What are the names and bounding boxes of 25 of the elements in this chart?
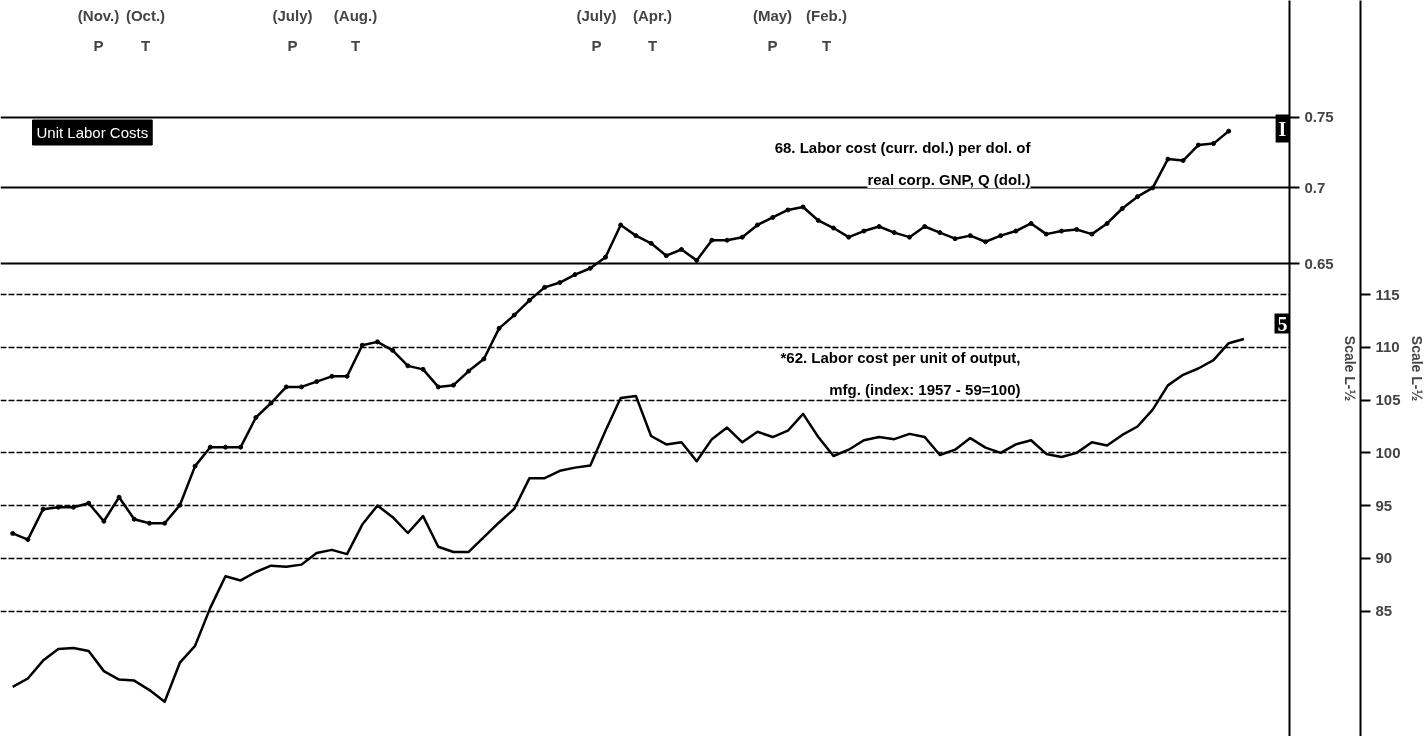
annotation: (Oct.) T <box>125 7 166 54</box>
y2-tick-label: 95 <box>1375 496 1393 514</box>
y2-tick-label: 115 <box>1375 285 1400 303</box>
y2-axis-title: Scale L-½ <box>1408 335 1425 402</box>
y-axis-title: Scale L-½ <box>1341 335 1358 402</box>
text: I <box>1278 117 1287 140</box>
annotation: (Nov.) P <box>77 7 120 54</box>
y2-tick-label: 85 <box>1375 602 1393 620</box>
text: Unit Labor Costs <box>36 124 149 141</box>
y2-tick-label: 105 <box>1375 391 1401 409</box>
text: 5 <box>1277 312 1288 335</box>
annotation: (Feb.) T <box>806 7 847 54</box>
y-tick-label: 0.65 <box>1304 254 1334 272</box>
y2-tick-label: 110 <box>1375 338 1400 356</box>
annotation: (July) P <box>576 7 617 54</box>
y-tick-label: 0.75 <box>1304 108 1334 126</box>
y2-tick-label: 90 <box>1375 549 1393 567</box>
annotation: (July) P <box>272 7 313 54</box>
annotation: (Apr.) T <box>632 7 673 54</box>
annotation: (Aug.) T <box>333 7 378 54</box>
series-label: *62. Labor cost per unit of output, mfg. (index: 1957 - 59=100) <box>780 349 1021 398</box>
annotation: (May) P <box>752 7 793 54</box>
series-label: 68. Labor cost (curr. dol.) per dol. of real corp. GNP, Q (dol.) <box>774 139 1032 188</box>
y2-tick-label: 100 <box>1375 443 1401 461</box>
y-tick-label: 0.7 <box>1304 178 1326 196</box>
